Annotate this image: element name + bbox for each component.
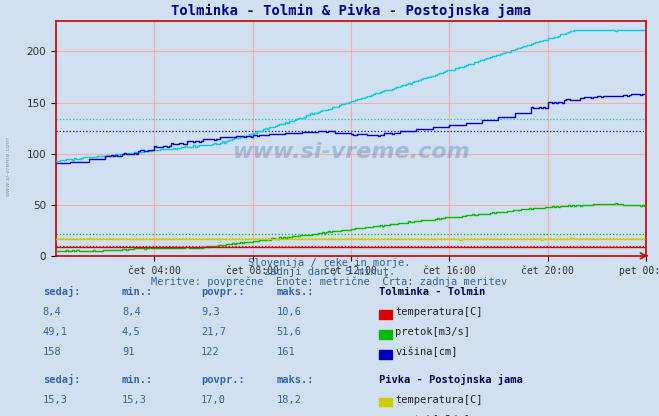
Text: 158: 158	[43, 347, 61, 357]
Text: sedaj:: sedaj:	[43, 286, 80, 297]
Text: 17,0: 17,0	[201, 395, 226, 405]
Text: Tolminka - Tolmin: Tolminka - Tolmin	[379, 287, 485, 297]
Text: 9,3: 9,3	[201, 307, 219, 317]
Text: pretok[m3/s]: pretok[m3/s]	[395, 327, 471, 337]
Text: 49,1: 49,1	[43, 327, 68, 337]
Text: min.:: min.:	[122, 287, 153, 297]
Text: zadnji dan / 5 minut.: zadnji dan / 5 minut.	[264, 267, 395, 277]
Text: 161: 161	[277, 347, 295, 357]
Text: 18,2: 18,2	[277, 395, 302, 405]
Text: www.si-vreme.com: www.si-vreme.com	[5, 136, 11, 196]
Text: -nan: -nan	[277, 415, 302, 416]
Text: temperatura[C]: temperatura[C]	[395, 307, 483, 317]
Text: www.si-vreme.com: www.si-vreme.com	[232, 142, 470, 162]
Text: sedaj:: sedaj:	[43, 374, 80, 385]
Text: -nan: -nan	[122, 415, 147, 416]
Text: 10,6: 10,6	[277, 307, 302, 317]
Text: 8,4: 8,4	[122, 307, 140, 317]
Title: Tolminka - Tolmin & Pivka - Postojnska jama: Tolminka - Tolmin & Pivka - Postojnska j…	[171, 4, 531, 18]
Text: višina[cm]: višina[cm]	[395, 347, 458, 357]
Text: -nan: -nan	[43, 415, 68, 416]
Text: povpr.:: povpr.:	[201, 375, 244, 385]
Text: 21,7: 21,7	[201, 327, 226, 337]
Text: Slovenija / reke in morje.: Slovenija / reke in morje.	[248, 258, 411, 268]
Text: 122: 122	[201, 347, 219, 357]
Text: 15,3: 15,3	[43, 395, 68, 405]
Text: 15,3: 15,3	[122, 395, 147, 405]
Text: -nan: -nan	[201, 415, 226, 416]
Text: maks.:: maks.:	[277, 287, 314, 297]
Text: Pivka - Postojnska jama: Pivka - Postojnska jama	[379, 374, 523, 385]
Text: 4,5: 4,5	[122, 327, 140, 337]
Text: pretok[m3/s]: pretok[m3/s]	[395, 415, 471, 416]
Text: 91: 91	[122, 347, 134, 357]
Text: maks.:: maks.:	[277, 375, 314, 385]
Text: temperatura[C]: temperatura[C]	[395, 395, 483, 405]
Text: min.:: min.:	[122, 375, 153, 385]
Text: 51,6: 51,6	[277, 327, 302, 337]
Text: povpr.:: povpr.:	[201, 287, 244, 297]
Text: 8,4: 8,4	[43, 307, 61, 317]
Text: Meritve: povprečne  Enote: metrične  Črta: zadnja meritev: Meritve: povprečne Enote: metrične Črta:…	[152, 275, 507, 287]
